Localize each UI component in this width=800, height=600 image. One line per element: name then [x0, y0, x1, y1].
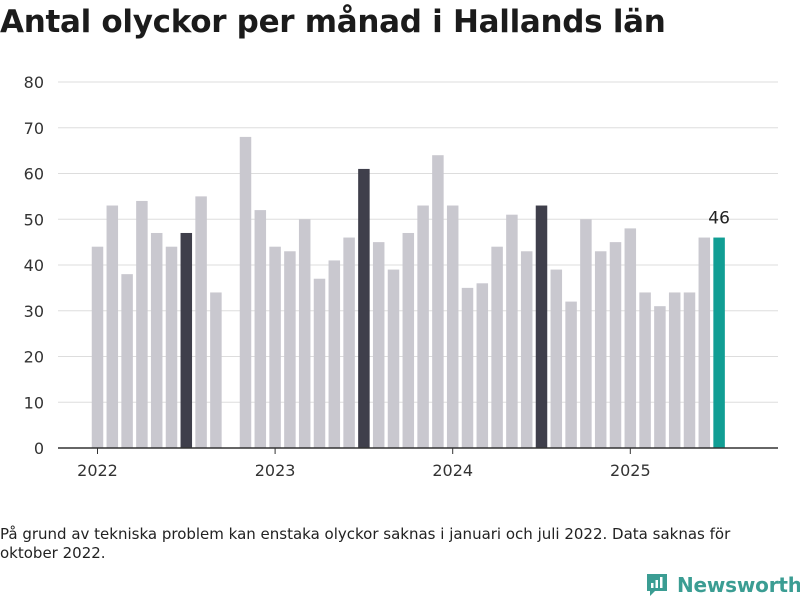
bar-2024-04 [491, 246, 503, 448]
newsworthy-logo-icon [647, 574, 667, 596]
bar-2023-12 [432, 155, 444, 448]
bar-2023-08 [372, 242, 385, 448]
bar-2022-04 [136, 200, 148, 448]
x-axis: 2022 2023 2024 2025 [58, 447, 778, 480]
bar-2022-03 [121, 274, 133, 448]
bar-2025-05 [683, 292, 696, 448]
bar-2023-09 [387, 269, 400, 448]
bar-2023-06 [343, 237, 355, 448]
bars [91, 136, 725, 449]
bar-2024-11 [594, 251, 607, 448]
y-tick-label: 40 [24, 256, 44, 275]
y-tick-label: 30 [24, 302, 44, 321]
bar-2025-04 [668, 292, 681, 448]
newsworthy-logo: Newsworthy [645, 570, 800, 600]
bar-2025-07 [713, 237, 725, 448]
latest-value-label: 46 [708, 209, 730, 229]
bar-2022-07 [180, 232, 193, 448]
bar-2024-12 [609, 242, 622, 448]
bar-2025-06 [698, 237, 711, 448]
bar-2023-03 [298, 219, 311, 448]
y-tick-label: 0 [34, 439, 44, 458]
bar-2024-03 [476, 283, 489, 448]
bar-2024-10 [580, 219, 592, 448]
bar-2024-07 [535, 205, 548, 448]
bar-2024-06 [520, 251, 533, 448]
x-tick-label: 2023 [255, 461, 296, 480]
x-tick-label: 2022 [77, 461, 118, 480]
bar-2024-05 [506, 214, 518, 448]
bar-2022-08 [195, 196, 207, 448]
bar-chart: 0 10 20 30 40 50 60 70 80 2022 2023 2024 2025 46 [24, 73, 778, 480]
bar-2022-01 [91, 246, 104, 448]
footnote: På grund av tekniska problem kan enstaka… [0, 525, 731, 562]
bar-2023-05 [328, 260, 341, 448]
y-tick-label: 60 [24, 165, 44, 184]
y-tick-label: 10 [24, 393, 44, 412]
bar-2025-01 [624, 228, 637, 448]
y-axis-ticks: 0 10 20 30 40 50 60 70 80 [24, 73, 44, 458]
x-tick-label: 2024 [432, 461, 473, 480]
bar-2023-02 [284, 251, 296, 448]
bar-2022-06 [165, 246, 178, 448]
bar-2023-10 [402, 232, 415, 448]
bar-2022-11 [239, 136, 252, 448]
bar-2024-08 [550, 269, 563, 448]
bar-2023-01 [269, 246, 281, 448]
brand-name: Newsworthy [677, 573, 800, 597]
bar-2022-02 [106, 205, 119, 448]
bar-2024-01 [446, 205, 459, 448]
bar-2025-03 [654, 306, 666, 448]
bar-2023-04 [313, 278, 326, 448]
chart-title: Antal olyckor per månad i Hallands län [0, 4, 666, 40]
data-labels: 46 [708, 209, 730, 229]
y-tick-label: 70 [24, 119, 44, 138]
bar-2022-12 [254, 210, 267, 448]
bar-2025-02 [639, 292, 651, 448]
y-tick-label: 80 [24, 73, 44, 92]
y-tick-label: 20 [24, 348, 44, 367]
bar-2024-02 [461, 287, 474, 448]
y-tick-label: 50 [24, 210, 44, 229]
bar-2022-05 [150, 232, 163, 448]
bar-2023-11 [417, 205, 429, 448]
bar-2024-09 [565, 301, 577, 448]
bar-2022-09 [210, 292, 222, 448]
x-tick-label: 2025 [610, 461, 651, 480]
bar-2023-07 [358, 168, 370, 449]
